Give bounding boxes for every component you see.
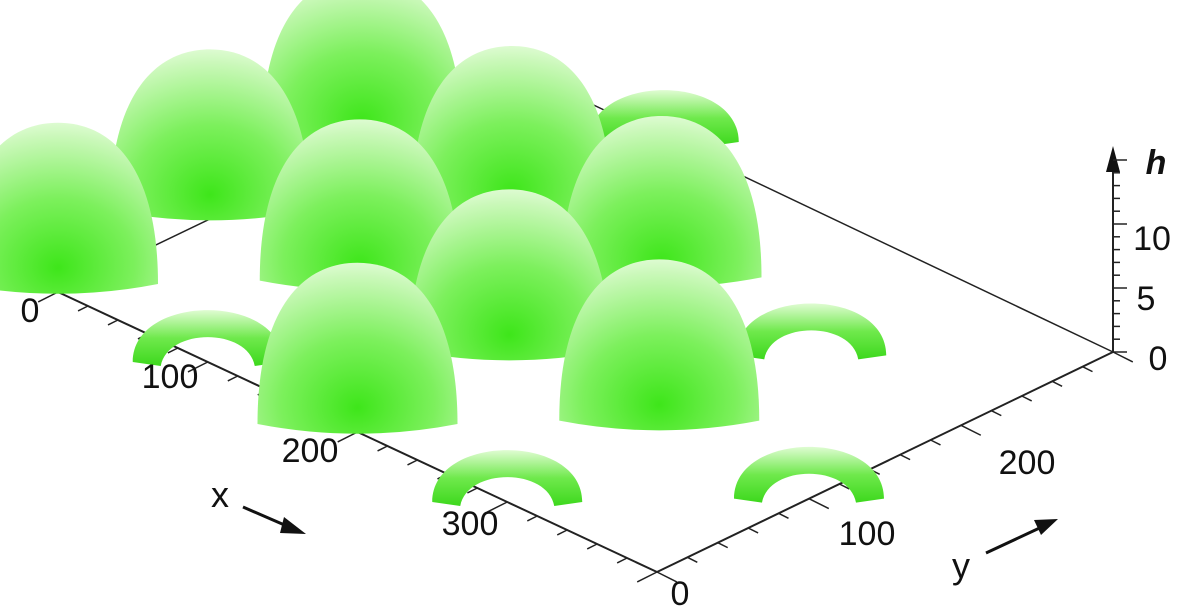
y-tick bbox=[1051, 380, 1063, 387]
x-tick bbox=[616, 557, 628, 564]
x-tick bbox=[227, 375, 239, 382]
y-axis-label: y bbox=[952, 545, 970, 586]
x-tick-label: 0 bbox=[21, 292, 40, 330]
x-tick bbox=[556, 529, 568, 536]
x-direction-arrow bbox=[242, 505, 306, 534]
y-tick bbox=[1112, 351, 1134, 363]
y-tick bbox=[778, 512, 789, 519]
surface-dome bbox=[411, 46, 612, 218]
x-tick-label: 100 bbox=[142, 358, 199, 396]
surface-dome bbox=[257, 262, 458, 434]
x-tick-label: 300 bbox=[442, 505, 499, 543]
surface-dome bbox=[409, 189, 610, 361]
z-axis-label: h bbox=[1146, 144, 1167, 182]
y-tick bbox=[747, 527, 759, 534]
x-tick bbox=[407, 459, 418, 466]
x-tick bbox=[526, 515, 538, 522]
y-tick bbox=[717, 541, 729, 549]
y-tick bbox=[1021, 395, 1033, 402]
x-tick bbox=[187, 361, 209, 373]
x-tick bbox=[636, 571, 658, 583]
surface-arch bbox=[432, 450, 583, 506]
surface-arch bbox=[734, 446, 884, 503]
x-tick bbox=[167, 347, 179, 354]
x-tick bbox=[107, 319, 119, 326]
y-tick-label: 0 bbox=[671, 575, 690, 613]
surface-dome bbox=[559, 259, 760, 431]
x-tick bbox=[586, 543, 598, 550]
surface-dome bbox=[110, 49, 310, 221]
surface-dome bbox=[262, 0, 462, 147]
x-axis-label: x bbox=[211, 474, 229, 515]
y-tick bbox=[808, 497, 830, 510]
x-tick bbox=[377, 445, 388, 452]
y-tick bbox=[930, 439, 941, 446]
y-tick bbox=[839, 483, 850, 490]
surface-arch bbox=[588, 90, 739, 146]
x-tick bbox=[467, 487, 478, 494]
surface-dome bbox=[561, 116, 762, 288]
y-axis-line bbox=[656, 351, 1114, 573]
x-tick bbox=[77, 305, 89, 312]
y-tick bbox=[687, 556, 698, 563]
y-tick bbox=[960, 424, 982, 436]
surface-dome bbox=[259, 119, 460, 291]
y-direction-arrow bbox=[985, 519, 1058, 555]
y-tick bbox=[991, 409, 1002, 417]
surface-dome bbox=[0, 122, 158, 294]
surface-arch bbox=[132, 310, 283, 366]
z-tick-label: 5 bbox=[1137, 280, 1156, 318]
y-tick-label: 200 bbox=[999, 444, 1056, 482]
y-tick bbox=[899, 453, 911, 461]
z-tick-label: 10 bbox=[1133, 220, 1171, 258]
y-tick bbox=[1082, 365, 1093, 373]
z-tick-label: 0 bbox=[1149, 340, 1168, 378]
x-tick-label: 200 bbox=[282, 432, 339, 470]
y-tick bbox=[656, 571, 678, 583]
z-axis-arrow bbox=[1106, 146, 1120, 172]
axis-labels: 0 100 200 300 0 100 200 0 5 10 x y h bbox=[21, 144, 1171, 613]
x-tick bbox=[487, 501, 508, 513]
y-tick-label: 100 bbox=[839, 515, 896, 553]
surface-arch bbox=[736, 303, 887, 360]
surface bbox=[0, 0, 887, 506]
